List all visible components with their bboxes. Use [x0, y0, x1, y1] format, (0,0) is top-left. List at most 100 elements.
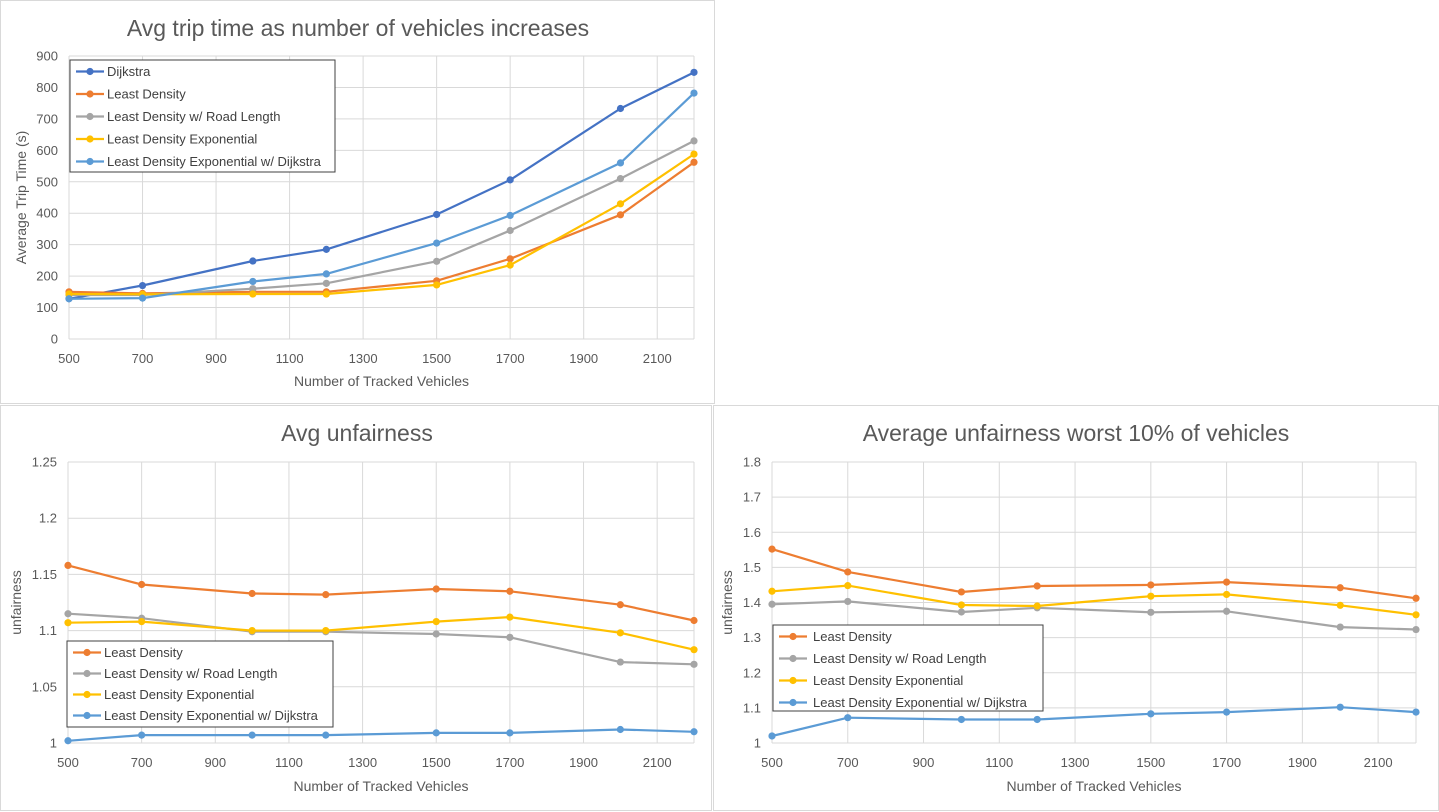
data-point [1222, 607, 1231, 615]
data-point [616, 104, 625, 113]
series-line [770, 600, 1418, 631]
y-tick-label: 100 [36, 300, 58, 315]
x-tick-label: 500 [57, 755, 79, 770]
y-tick-label: 600 [36, 143, 58, 158]
legend-entry: Least Density w/ Road Length [107, 109, 280, 124]
data-point [506, 261, 514, 269]
legend-entry: Least Density [104, 645, 183, 660]
data-point [768, 600, 776, 608]
data-point [690, 150, 698, 158]
data-point [432, 618, 440, 626]
data-point [1412, 708, 1420, 716]
data-point [322, 627, 330, 635]
y-tick-label: 1.2 [743, 665, 761, 680]
y-tick-label: 1.7 [743, 490, 761, 505]
data-point [616, 629, 624, 637]
x-axis-label: Number of Tracked Vehicles [1006, 778, 1181, 794]
legend-swatch-marker [789, 676, 797, 685]
data-point [248, 731, 256, 739]
legend-swatch-marker [83, 711, 91, 720]
data-point [1222, 578, 1231, 586]
data-point [322, 245, 330, 253]
data-point [1412, 611, 1420, 619]
y-tick-label: 1.25 [32, 455, 57, 470]
x-tick-label: 1700 [1212, 755, 1241, 770]
data-point [1336, 584, 1344, 592]
data-point [138, 281, 147, 290]
trip-time-chart-svg: Avg trip time as number of vehicles incr… [13, 15, 698, 389]
data-point [690, 660, 698, 668]
data-point [1336, 601, 1344, 609]
data-point [1412, 625, 1420, 634]
data-point [616, 725, 624, 734]
data-point [1336, 623, 1344, 631]
data-point [64, 737, 72, 745]
data-point [249, 257, 257, 265]
legend-swatch-marker [789, 654, 797, 663]
legend-box [772, 624, 1044, 712]
x-tick-label: 500 [761, 755, 783, 770]
x-tick-label: 900 [913, 755, 935, 770]
series-line [66, 564, 696, 622]
legend-box [69, 59, 336, 173]
legend-entry: Least Density Exponential w/ Dijkstra [107, 154, 322, 169]
data-point [690, 616, 698, 625]
data-point [248, 589, 256, 598]
data-point [690, 158, 698, 166]
x-tick-label: 1900 [569, 755, 598, 770]
data-point [616, 159, 625, 167]
x-tick-label: 1300 [1061, 755, 1090, 770]
data-point [433, 210, 441, 219]
data-point [690, 646, 698, 654]
legend-swatch-marker [83, 648, 91, 657]
y-tick-label: 1.1 [39, 623, 57, 638]
data-point [1147, 710, 1155, 718]
legend-swatch-marker [86, 157, 94, 166]
data-point [768, 587, 776, 595]
data-point [616, 658, 624, 666]
data-point [506, 176, 514, 184]
data-point [844, 568, 852, 576]
x-tick-label: 1900 [569, 351, 598, 366]
data-point [138, 731, 146, 739]
legend-entry: Least Density w/ Road Length [813, 651, 986, 666]
y-tick-label: 1 [754, 736, 761, 751]
data-point [690, 89, 698, 97]
worst-unfairness-chart-svg: Average unfairness worst 10% of vehicles… [719, 420, 1420, 794]
series-line [770, 548, 1418, 600]
data-point [506, 211, 514, 220]
data-point [322, 591, 330, 599]
legend-swatch-marker [86, 112, 94, 121]
data-point [249, 277, 257, 286]
chart-title: Average unfairness worst 10% of vehicles [863, 420, 1290, 446]
data-point [768, 732, 776, 740]
data-point [65, 295, 73, 303]
data-point [1033, 602, 1041, 610]
y-tick-label: 700 [36, 111, 58, 126]
legend-swatch-marker [86, 135, 94, 143]
data-point [957, 608, 966, 616]
data-point [138, 618, 146, 626]
data-point [1336, 703, 1344, 711]
chart-panel-avg-unfairness: Avg unfairness 1 1.05 1.1 1.15 1.2 1.25 500 700 9… [0, 405, 712, 811]
data-point [616, 200, 625, 208]
x-tick-label: 1300 [349, 351, 378, 366]
data-point [249, 290, 257, 298]
data-point [616, 175, 625, 183]
data-point [616, 601, 624, 609]
y-tick-label: 1.05 [32, 679, 57, 694]
data-point [957, 588, 966, 596]
legend-entry: Least Density Exponential [107, 132, 257, 147]
x-tick-label: 1700 [495, 755, 524, 770]
data-point [433, 239, 441, 247]
x-tick-label: 1700 [496, 351, 525, 366]
x-tick-label: 1500 [1136, 755, 1165, 770]
chart-title: Avg unfairness [281, 420, 433, 446]
series-line [67, 71, 696, 300]
y-tick-label: 1.6 [743, 525, 761, 540]
data-point [64, 561, 72, 570]
series-line [770, 706, 1418, 738]
data-point [248, 627, 256, 635]
data-point [768, 545, 776, 553]
data-point [1033, 582, 1041, 590]
